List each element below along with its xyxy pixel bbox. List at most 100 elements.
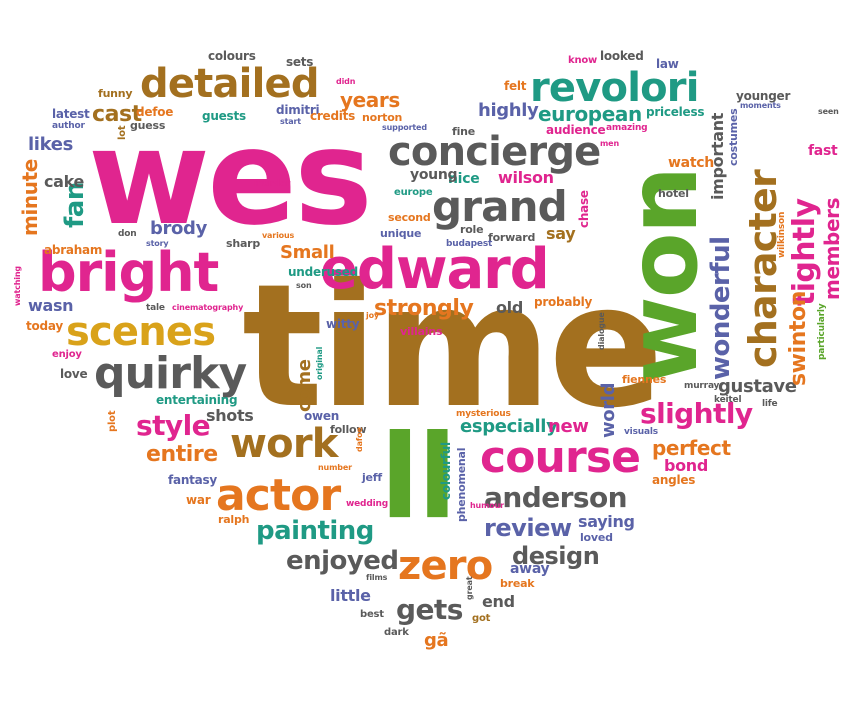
word-little: little — [330, 586, 371, 605]
word-especially: especially — [460, 416, 558, 437]
word-underused: underused — [288, 265, 358, 279]
word-members: members — [820, 197, 844, 300]
word-slightly: slightly — [640, 397, 753, 430]
word-norton: norton — [362, 111, 403, 124]
word-best: best — [360, 609, 384, 620]
word-enjoyed: enjoyed — [286, 546, 399, 576]
word-start: start — [280, 117, 301, 126]
word-number: number — [318, 463, 352, 472]
word-young: young — [410, 167, 458, 183]
word-wes: wes — [88, 101, 373, 255]
word-loved: loved — [580, 531, 613, 544]
word-years: years — [340, 88, 400, 112]
word-jeff: jeff — [362, 471, 382, 484]
word-bright: bright — [38, 241, 219, 304]
word-dark: dark — [384, 627, 409, 638]
word-gets: gets — [396, 593, 463, 626]
word-perfect: perfect — [652, 436, 731, 460]
word-supported: supported — [382, 123, 427, 132]
word-sets: sets — [286, 55, 314, 69]
word-fantasy: fantasy — [168, 473, 217, 487]
word-guess: guess — [130, 119, 166, 132]
word-colours: colours — [208, 49, 256, 63]
word-fiennes: fiennes — [622, 373, 667, 386]
word-villains: villains — [400, 325, 443, 338]
word-funny: funny — [98, 87, 133, 100]
word-minute: minute — [18, 159, 42, 236]
word-great: great — [465, 576, 474, 600]
word-character: character — [741, 170, 785, 368]
word-wilson: wilson — [498, 168, 554, 187]
word-plot: plot — [107, 410, 118, 432]
word-war: war — [186, 493, 211, 507]
word-saying: saying — [578, 512, 635, 531]
word-highly: highly — [478, 100, 539, 121]
word-brody: brody — [150, 218, 207, 239]
word-world: world — [598, 382, 619, 438]
word-course: course — [480, 432, 641, 483]
word-keitel: keitel — [714, 395, 742, 405]
word-wedding: wedding — [346, 499, 388, 509]
word-shots: shots — [206, 406, 254, 425]
word-mysterious: mysterious — [456, 409, 511, 419]
word-watch: watch — [668, 155, 714, 171]
word-costumes: costumes — [727, 108, 740, 166]
word-second: second — [388, 211, 431, 224]
word-unique: unique — [380, 227, 422, 240]
word-europe: europe — [394, 187, 433, 198]
word-scenes: scenes — [66, 309, 216, 355]
word-guests: guests — [202, 109, 246, 123]
word-concierge: concierge — [388, 129, 601, 175]
word-work: work — [230, 421, 338, 467]
word-gustave: gustave — [718, 376, 797, 397]
word-bond: bond — [664, 456, 709, 475]
word-colourful: colourful — [439, 442, 453, 500]
word-story: story — [146, 239, 169, 248]
word-fast: fast — [808, 143, 838, 159]
word-quirky: quirky — [94, 348, 247, 399]
word-end: end — [482, 592, 515, 611]
word-looked: looked — [600, 49, 644, 63]
word-entire: entire — [146, 442, 218, 467]
word-humour: humour — [470, 501, 504, 510]
word-style: style — [136, 409, 211, 442]
word-moments: moments — [740, 101, 781, 110]
word-got: got — [472, 613, 491, 624]
word-design: design — [512, 542, 600, 570]
word-say: say — [546, 224, 576, 243]
word-grand: grand — [432, 182, 568, 231]
word-fine: fine — [452, 125, 475, 138]
word-sharp: sharp — [226, 237, 261, 250]
word-enjoy: enjoy — [52, 349, 82, 360]
word-review: review — [484, 514, 572, 542]
word-dafoe: dafoe — [355, 427, 364, 452]
word-men: men — [600, 139, 619, 148]
word-tightly: tightly — [787, 198, 822, 306]
word-visuals: visuals — [624, 427, 658, 437]
word-strongly: strongly — [374, 296, 474, 321]
word-forward: forward — [488, 231, 536, 244]
word-time: time — [242, 248, 664, 446]
word-latest: latest — [52, 107, 90, 121]
word-budapest: budapest — [446, 239, 493, 249]
word-nice: nice — [448, 171, 480, 187]
word-various: various — [262, 231, 295, 240]
word-know: know — [568, 55, 598, 66]
word-zero: zero — [398, 543, 493, 589]
word-cake: cake — [44, 172, 85, 191]
word-probably: probably — [534, 295, 593, 309]
word-new: new — [548, 416, 589, 437]
word-wonderful: wonderful — [706, 236, 736, 380]
word-away: away — [510, 561, 550, 577]
word-small: Small — [280, 242, 335, 263]
word-murder: murder — [254, 179, 291, 189]
word-felt: felt — [504, 79, 527, 93]
word-old: old — [496, 298, 523, 317]
word-lot: lot — [117, 125, 128, 140]
word-priceless: priceless — [646, 105, 705, 119]
word-hotel: hotel — [658, 187, 689, 200]
word-son: son — [296, 281, 312, 290]
word-law: law — [656, 57, 679, 71]
word-watching: watching — [13, 266, 22, 306]
